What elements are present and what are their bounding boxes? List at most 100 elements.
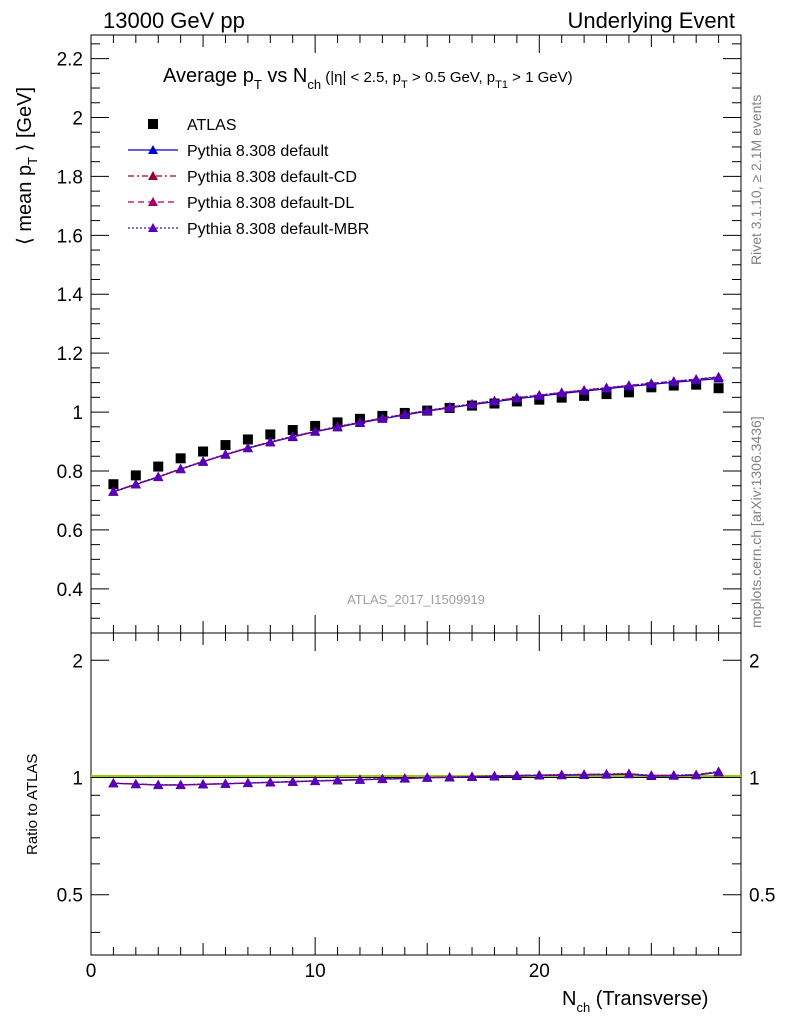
ratio-marker-mbr xyxy=(579,769,590,779)
ratio-y-tick-label: 2 xyxy=(72,651,83,672)
legend-label: Pythia 8.308 default-CD xyxy=(187,169,357,186)
main-y-tick-label: 1 xyxy=(72,403,83,424)
ratio-marker-mbr xyxy=(332,775,343,785)
atlas-data-point xyxy=(287,425,298,436)
legend-marker-atlas xyxy=(148,119,158,129)
x-tick-label: 0 xyxy=(86,961,97,982)
ratio-marker-mbr xyxy=(691,769,702,779)
ratio-y-axis-label: Ratio to ATLAS xyxy=(24,754,41,855)
ratio-marker-mbr xyxy=(175,779,186,789)
x-tick-label: 20 xyxy=(529,961,550,982)
chart-title: Average pT vs Nch (|η| < 2.5, pT > 0.5 G… xyxy=(163,65,573,92)
ratio-marker-mbr xyxy=(354,774,365,784)
ratio-marker-mbr xyxy=(713,766,724,776)
ratio-series-layer xyxy=(91,766,741,790)
legend-label: ATLAS xyxy=(187,117,237,134)
series-marker-mbr xyxy=(377,412,388,422)
series-marker-mbr xyxy=(691,374,702,384)
main-y-tick-label: 0.8 xyxy=(57,462,83,483)
series-marker-mbr xyxy=(668,376,679,386)
series-marker-mbr xyxy=(444,402,455,412)
series-marker-mbr xyxy=(130,478,141,488)
ratio-marker-mbr xyxy=(287,776,298,786)
series-marker-mbr xyxy=(534,389,545,399)
legend-marker-dl xyxy=(148,197,158,206)
atlas-data-point xyxy=(691,379,702,390)
atlas-data-point xyxy=(265,429,276,440)
ratio-axis-ticks: 0.5 0.5 1 1 2 2 xyxy=(57,651,775,933)
main-y-tick-label: 1.2 xyxy=(57,344,83,365)
x-tick-label: 10 xyxy=(305,961,326,982)
ratio-marker-mbr xyxy=(467,771,478,781)
header-left: 13000 GeV pp xyxy=(103,8,245,33)
ratio-marker-mbr xyxy=(310,775,321,785)
series-marker-mbr xyxy=(153,471,164,481)
legend: ATLAS Pythia 8.308 default Pythia 8.308 de… xyxy=(128,117,369,238)
main-y-tick-label: 0.4 xyxy=(57,580,84,601)
ratio-y-tick-label-right: 1 xyxy=(749,768,760,789)
atlas-data-point xyxy=(242,434,253,445)
main-y-tick-label: 1.8 xyxy=(57,167,83,188)
ratio-marker-mbr xyxy=(489,770,500,780)
series-marker-mbr xyxy=(108,486,119,496)
atlas-data-point xyxy=(623,387,634,398)
legend-marker-default xyxy=(148,145,158,154)
ratio-marker-mbr xyxy=(377,773,388,783)
ratio-line-mbr xyxy=(113,770,719,786)
series-marker-mbr xyxy=(579,384,590,394)
ratio-y-tick-label-right: 0.5 xyxy=(749,886,775,907)
main-y-tick-label: 1.6 xyxy=(57,226,83,247)
atlas-data-point xyxy=(556,392,567,403)
series-marker-mbr xyxy=(354,417,365,427)
series-marker-mbr xyxy=(265,436,276,446)
atlas-data-point xyxy=(153,461,164,472)
atlas-data-point xyxy=(198,446,209,457)
ratio-marker-mbr xyxy=(399,773,410,783)
series-marker-mbr xyxy=(556,387,567,397)
ratio-marker-mbr xyxy=(534,769,545,779)
legend-label: Pythia 8.308 default-DL xyxy=(187,195,354,212)
ratio-y-tick-label: 1 xyxy=(72,768,83,789)
ratio-y-tick-label-right: 2 xyxy=(749,651,760,672)
ratio-marker-mbr xyxy=(265,777,276,787)
legend-marker-mbr xyxy=(148,223,158,232)
atlas-data-point xyxy=(579,390,590,401)
legend-label: Pythia 8.308 default-MBR xyxy=(187,221,369,238)
ratio-y-tick-label: 0.5 xyxy=(57,886,83,907)
series-marker-mbr xyxy=(467,398,478,408)
ratio-marker-mbr xyxy=(220,778,231,788)
ratio-marker-mbr xyxy=(668,770,679,780)
main-y-tick-label: 1.4 xyxy=(57,285,84,306)
ratio-marker-mbr xyxy=(646,770,657,780)
ratio-marker-mbr xyxy=(601,768,612,778)
ratio-marker-mbr xyxy=(153,779,164,789)
ratio-marker-mbr xyxy=(198,779,209,789)
main-y-tick-label: 2.2 xyxy=(57,50,83,71)
main-y-tick-label: 0.6 xyxy=(57,521,83,542)
atlas-data-point xyxy=(601,389,612,400)
ratio-marker-mbr xyxy=(130,778,141,788)
ratio-marker-mbr xyxy=(444,771,455,781)
atlas-data-point xyxy=(175,453,186,464)
header-right: Underlying Event xyxy=(567,8,735,33)
series-marker-mbr xyxy=(399,409,410,419)
series-marker-mbr xyxy=(310,426,321,436)
ratio-marker-mbr xyxy=(556,769,567,779)
atlas-data-point xyxy=(713,383,724,394)
ratio-marker-mbr xyxy=(108,777,119,787)
series-marker-mbr xyxy=(220,449,231,459)
ratio-panel-frame xyxy=(90,632,742,956)
main-y-tick-label: 2 xyxy=(72,108,83,129)
series-marker-mbr xyxy=(646,378,657,388)
main-series-layer xyxy=(108,371,724,496)
series-marker-mbr xyxy=(422,405,433,415)
ratio-marker-mbr xyxy=(511,770,522,780)
series-marker-mbr xyxy=(623,380,634,390)
series-marker-mbr xyxy=(242,442,253,452)
series-marker-mbr xyxy=(489,395,500,405)
atlas-data-point xyxy=(220,440,231,451)
legend-marker-cd xyxy=(148,171,158,180)
legend-label: Pythia 8.308 default xyxy=(187,143,329,160)
